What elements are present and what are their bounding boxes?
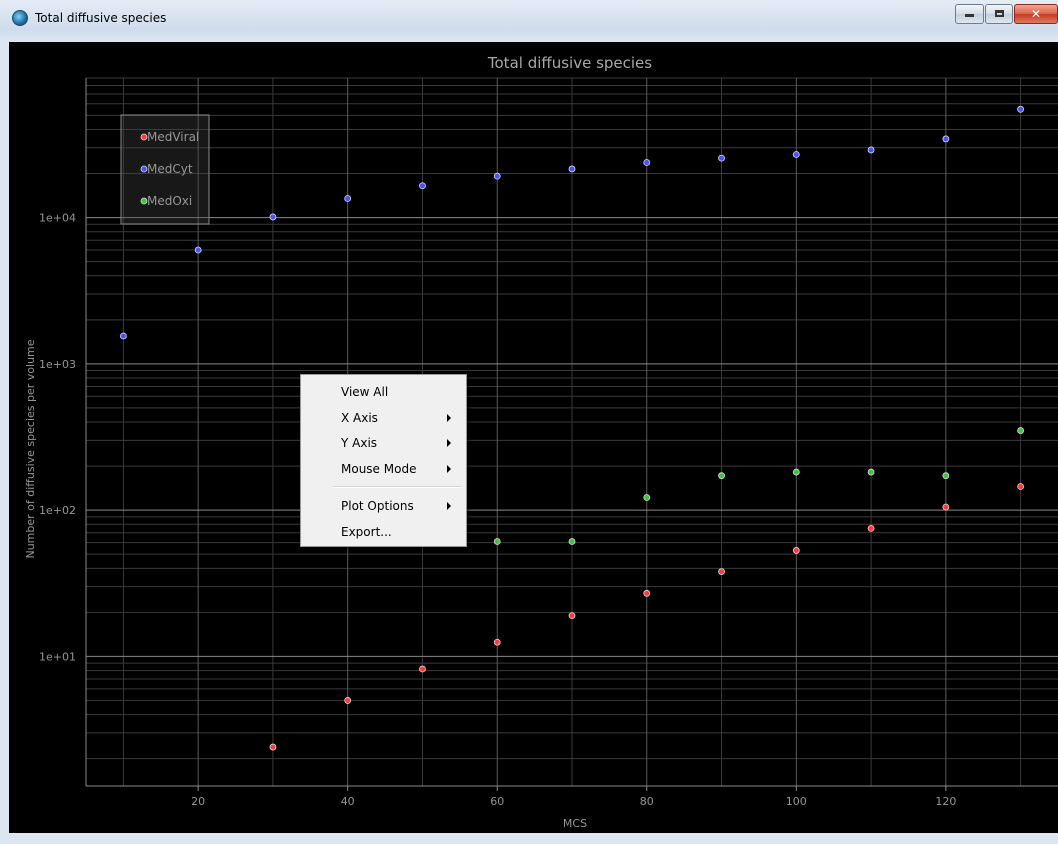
data-point-medcyt [718, 154, 725, 162]
data-point-medcyt [792, 151, 800, 158]
data-point-medviral [493, 638, 501, 646]
chart-title: Total diffusive species [487, 54, 652, 72]
menu-item-label: Y Axis [341, 436, 378, 450]
legend-label-medoxi: MedOxi [147, 194, 192, 208]
minimize-icon [965, 14, 974, 17]
y-axis-label: Number of diffusive species per volume [24, 339, 37, 558]
data-point-medcyt [643, 159, 651, 166]
menu-item-mouse-mode[interactable]: Mouse Mode [302, 457, 465, 481]
axes [85, 78, 1058, 791]
menu-item-label: X Axis [341, 411, 378, 425]
x-tick-label: 80 [640, 795, 654, 808]
data-point-medviral [269, 743, 277, 751]
app-globe-icon [12, 10, 28, 26]
data-point-medoxi [792, 468, 800, 476]
menu-item-x-axis[interactable]: X Axis [302, 406, 465, 430]
menu-item-export[interactable]: Export... [302, 520, 465, 544]
menu-item-label: Plot Options [341, 499, 414, 513]
x-tick-label: 40 [341, 795, 355, 808]
tick-labels: 20 40 60 80 100 120 1e+01 1e+02 1e+03 1e+04 [39, 212, 956, 808]
chart-svg[interactable]: 20 40 60 80 100 120 1e+01 1e+02 1e+03 1e+04 Total… [9, 42, 1058, 833]
data-point-medviral [419, 665, 426, 673]
data-points [119, 105, 1025, 751]
submenu-arrow-icon [447, 439, 451, 447]
legend-marker-medviral [140, 133, 148, 141]
data-point-medoxi [1017, 427, 1025, 434]
submenu-arrow-icon [447, 414, 451, 422]
context-menu: View All X Axis Y Axis Mouse Mode Plot O… [300, 374, 467, 547]
maximize-icon [994, 10, 1004, 17]
data-point-medcyt [344, 195, 352, 202]
legend-marker-medcyt [140, 165, 148, 173]
legend[interactable]: MedViral MedCyt MedOxi [120, 114, 210, 225]
y-tick-label: 1e+02 [39, 504, 76, 517]
x-tick-label: 60 [490, 795, 504, 808]
legend-label-medcyt: MedCyt [147, 162, 193, 176]
y-tick-label: 1e+01 [39, 650, 76, 663]
close-icon: ✕ [1030, 7, 1042, 21]
legend-marker-medoxi [140, 197, 148, 205]
menu-item-plot-options[interactable]: Plot Options [302, 494, 465, 518]
plot-area[interactable]: 20 40 60 80 100 120 1e+01 1e+02 1e+03 1e+04 Total… [9, 42, 1058, 833]
window-title: Total diffusive species [35, 11, 167, 25]
maximize-button[interactable] [985, 4, 1013, 24]
x-axis-label: MCS [563, 817, 587, 830]
menu-item-y-axis[interactable]: Y Axis [302, 431, 465, 455]
data-point-medcyt [419, 182, 426, 190]
submenu-arrow-icon [447, 502, 451, 510]
close-button[interactable]: ✕ [1014, 4, 1058, 24]
x-tick-label: 100 [786, 795, 807, 808]
data-point-medviral [643, 589, 651, 597]
data-point-medviral [792, 547, 800, 554]
menu-item-label: Mouse Mode [341, 462, 417, 476]
x-tick-label: 120 [935, 795, 956, 808]
data-point-medoxi [867, 468, 875, 476]
data-point-medoxi [568, 538, 576, 545]
y-tick-label: 1e+04 [39, 212, 76, 225]
data-point-medcyt [269, 213, 277, 221]
legend-label-medviral: MedViral [147, 130, 199, 144]
menu-item-view-all[interactable]: View All [302, 380, 465, 404]
data-point-medviral [568, 612, 576, 620]
minimize-button[interactable] [955, 4, 984, 24]
data-point-medcyt [867, 146, 875, 154]
data-point-medcyt [194, 246, 202, 254]
data-point-medoxi [643, 494, 651, 501]
data-point-medviral [1017, 483, 1025, 490]
data-point-medviral [344, 697, 352, 704]
menu-item-label: Export... [341, 525, 392, 539]
x-tick-label: 20 [191, 795, 205, 808]
menu-item-label: View All [341, 385, 389, 399]
data-point-medoxi [942, 472, 950, 480]
data-point-medcyt [568, 165, 576, 173]
grid-minor [86, 77, 1058, 786]
data-point-medoxi [718, 472, 725, 480]
data-point-medcyt [493, 172, 501, 180]
data-point-medviral [718, 568, 725, 575]
title-bar[interactable]: Total diffusive species ✕ [0, 0, 1058, 36]
submenu-arrow-icon [447, 465, 451, 473]
y-tick-label: 1e+03 [39, 358, 76, 371]
grid-major [86, 78, 1058, 786]
data-point-medcyt [119, 332, 127, 340]
data-point-medoxi [493, 538, 501, 545]
data-point-medviral [867, 524, 875, 532]
data-point-medviral [942, 503, 950, 511]
legend-box [120, 114, 210, 225]
menu-separator [333, 486, 461, 488]
data-point-medcyt [1017, 105, 1025, 113]
data-point-medcyt [942, 135, 950, 143]
